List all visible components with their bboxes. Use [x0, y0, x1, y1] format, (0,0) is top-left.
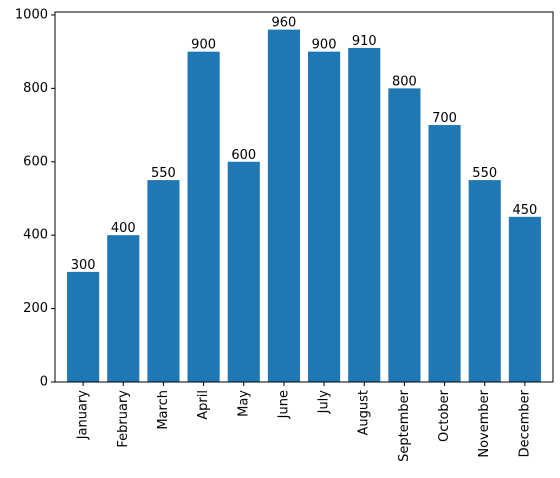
bar-value-label: 700	[432, 111, 457, 126]
bar-may	[227, 161, 260, 382]
bar-september	[388, 88, 421, 382]
x-tick-label: September	[397, 389, 412, 462]
x-tick-label: May	[236, 390, 251, 417]
bar-value-label: 450	[512, 203, 537, 218]
bar-january	[67, 271, 100, 382]
bar-december	[508, 216, 541, 382]
bar-july	[308, 51, 341, 383]
x-tick-label: June	[276, 390, 291, 419]
bar-value-label: 900	[312, 38, 337, 53]
bar-october	[428, 125, 461, 383]
x-tick-label: December	[517, 389, 532, 457]
x-tick-label: February	[116, 390, 131, 448]
y-tick-label: 600	[23, 154, 48, 169]
x-tick-label: January	[76, 390, 91, 441]
bar-value-label: 550	[151, 166, 176, 181]
bar-value-label: 960	[272, 16, 297, 31]
y-tick-label: 800	[23, 81, 48, 96]
x-tick-label: March	[156, 390, 171, 430]
bar-november	[468, 180, 501, 382]
y-tick-label: 0	[40, 375, 48, 390]
bar-june	[267, 29, 300, 382]
x-tick-label: October	[437, 389, 452, 442]
y-tick-label: 1000	[15, 7, 48, 22]
bar-value-label: 550	[472, 166, 497, 181]
bar-value-label: 400	[111, 221, 136, 236]
bar-august	[348, 47, 381, 382]
bar-value-label: 910	[352, 34, 377, 49]
y-tick-label: 400	[23, 228, 48, 243]
bar-value-label: 900	[191, 38, 216, 53]
x-tick-label: November	[477, 389, 492, 457]
x-tick-label: July	[317, 390, 332, 415]
bar-value-label: 600	[231, 148, 256, 163]
bars-group	[67, 29, 541, 383]
x-tick-label: August	[357, 390, 372, 436]
x-axis: January February March April May June July Augu…	[76, 382, 532, 462]
bar-march	[147, 180, 180, 382]
bar-february	[107, 235, 140, 382]
bar-value-label: 800	[392, 74, 417, 89]
bar-labels-group: 300 400 550 900 600 960 900 910 800 700 550 450	[71, 16, 538, 273]
plot-frame	[54, 11, 554, 383]
bar-april	[187, 51, 220, 383]
x-tick-label: April	[196, 390, 211, 420]
bar-value-label: 300	[71, 258, 96, 273]
y-tick-label: 200	[23, 301, 48, 316]
y-axis: 0 200 400 600 800 1000	[15, 7, 55, 390]
